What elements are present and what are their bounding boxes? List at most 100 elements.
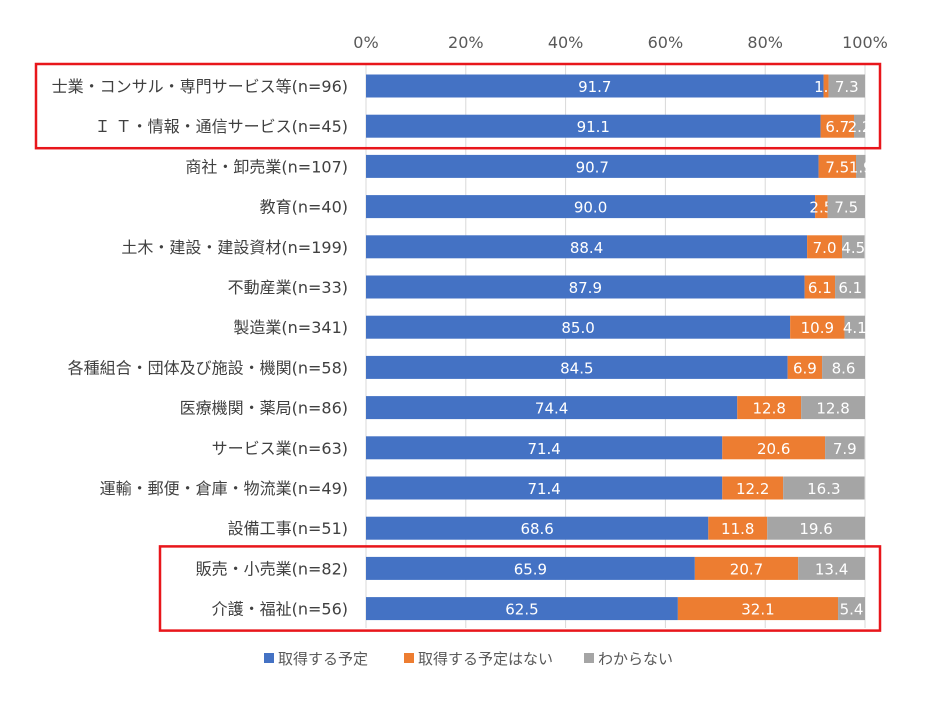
bar-segment bbox=[366, 556, 695, 580]
data-label: 68.6 bbox=[520, 520, 553, 538]
legend-label: 取得する予定 bbox=[278, 650, 368, 668]
data-label: 90.7 bbox=[576, 158, 609, 176]
legend-swatch bbox=[264, 653, 274, 663]
bar-segment bbox=[854, 114, 865, 138]
data-label: 91.7 bbox=[578, 78, 611, 96]
bar-segment bbox=[708, 516, 768, 540]
data-label: 84.5 bbox=[560, 359, 593, 377]
data-label: 74.4 bbox=[535, 400, 568, 418]
bar-segment bbox=[790, 315, 845, 339]
bar-segment bbox=[366, 154, 819, 178]
bar-segment bbox=[787, 355, 823, 379]
data-label: 6.9 bbox=[793, 359, 817, 377]
bar-segment bbox=[828, 74, 865, 98]
bar-segment bbox=[366, 74, 824, 98]
data-label: 7.3 bbox=[835, 78, 859, 96]
data-label: 65.9 bbox=[514, 560, 547, 578]
bar-segment bbox=[366, 476, 723, 500]
bar-segment bbox=[804, 275, 836, 299]
bar-segment bbox=[835, 275, 866, 299]
data-label: 13.4 bbox=[815, 560, 848, 578]
data-label: 62.5 bbox=[505, 601, 538, 619]
bar-segment bbox=[842, 235, 865, 259]
category-label: 運輸・郵便・倉庫・物流業(n=49) bbox=[100, 479, 348, 498]
data-label: 7.0 bbox=[813, 239, 837, 257]
bar-segment bbox=[366, 235, 808, 259]
data-label: 1.9 bbox=[849, 158, 873, 176]
axis-tick-label: 100% bbox=[842, 33, 888, 52]
data-label: 20.7 bbox=[730, 560, 763, 578]
bar-segment bbox=[366, 436, 723, 460]
data-label: 8.6 bbox=[832, 359, 856, 377]
bar-segment bbox=[827, 195, 865, 219]
data-label: 19.6 bbox=[799, 520, 832, 538]
category-label: 設備工事(n=51) bbox=[228, 519, 348, 538]
data-label: 71.4 bbox=[527, 480, 560, 498]
legend-swatch bbox=[584, 653, 594, 663]
bar-segment bbox=[366, 396, 738, 420]
data-label: 10.9 bbox=[801, 319, 834, 337]
axis-tick-label: 0% bbox=[353, 33, 378, 52]
legend-label: わからない bbox=[598, 650, 673, 668]
category-label: 不動産業(n=33) bbox=[228, 278, 348, 297]
data-label: 7.5 bbox=[825, 158, 849, 176]
data-label: 2.2 bbox=[848, 118, 872, 136]
data-label: 87.9 bbox=[569, 279, 602, 297]
bar-segment bbox=[366, 597, 678, 621]
bar-segment bbox=[807, 235, 843, 259]
data-label: 85.0 bbox=[561, 319, 594, 337]
bar-segment bbox=[820, 114, 855, 138]
axis-tick-label: 60% bbox=[648, 33, 684, 52]
bar-segment bbox=[366, 315, 791, 339]
category-label: 医療機関・薬局(n=86) bbox=[180, 399, 348, 418]
data-label: 7.9 bbox=[833, 440, 857, 458]
bar-segment bbox=[366, 114, 821, 138]
bar-segment bbox=[815, 195, 828, 219]
category-label: Ｉ Ｔ・情報・通信サービス(n=45) bbox=[95, 117, 348, 136]
axis-tick-label: 80% bbox=[747, 33, 783, 52]
bar-segment bbox=[801, 396, 865, 420]
bar-segment bbox=[366, 275, 805, 299]
category-label: 商社・卸売業(n=107) bbox=[185, 157, 348, 176]
data-label: 12.8 bbox=[752, 400, 785, 418]
data-label: 71.4 bbox=[527, 440, 560, 458]
bar-segment bbox=[722, 476, 784, 500]
data-label: 90.0 bbox=[574, 199, 607, 217]
data-label: 32.1 bbox=[741, 601, 774, 619]
data-label: 88.4 bbox=[570, 239, 603, 257]
category-label: 販売・小売業(n=82) bbox=[196, 559, 348, 578]
bar-segment bbox=[366, 355, 788, 379]
data-label: 4.1 bbox=[843, 319, 867, 337]
data-label: 91.1 bbox=[577, 118, 610, 136]
bar-segment bbox=[783, 476, 865, 500]
category-label: 士業・コンサル・専門サービス等(n=96) bbox=[52, 77, 348, 96]
bar-segment bbox=[818, 154, 857, 178]
bar-segment bbox=[694, 556, 799, 580]
bar-segment bbox=[844, 315, 865, 339]
bar-segment bbox=[722, 436, 826, 460]
category-label: 各種組合・団体及び施設・機関(n=58) bbox=[68, 358, 348, 377]
bar-segment bbox=[366, 195, 816, 219]
category-label: 製造業(n=341) bbox=[233, 318, 348, 337]
bar-segment bbox=[838, 597, 865, 621]
bar-segment bbox=[822, 355, 865, 379]
data-label: 6.1 bbox=[838, 279, 862, 297]
data-label: 2.5 bbox=[809, 199, 833, 217]
data-label: 6.1 bbox=[808, 279, 832, 297]
data-label: 5.4 bbox=[840, 601, 864, 619]
axis-tick-label: 20% bbox=[448, 33, 484, 52]
bar-segment bbox=[825, 436, 865, 460]
highlight-box bbox=[158, 545, 882, 632]
data-label: 12.8 bbox=[816, 400, 849, 418]
category-label: 介護・福祉(n=56) bbox=[212, 600, 348, 619]
bar-segment bbox=[823, 74, 829, 98]
bar-segment bbox=[677, 597, 839, 621]
highlight-box bbox=[34, 62, 882, 150]
bar-segment bbox=[767, 516, 865, 540]
bar-segment bbox=[366, 516, 709, 540]
bar-segment bbox=[856, 154, 866, 178]
data-label: 11.8 bbox=[721, 520, 754, 538]
data-label: 12.2 bbox=[736, 480, 769, 498]
